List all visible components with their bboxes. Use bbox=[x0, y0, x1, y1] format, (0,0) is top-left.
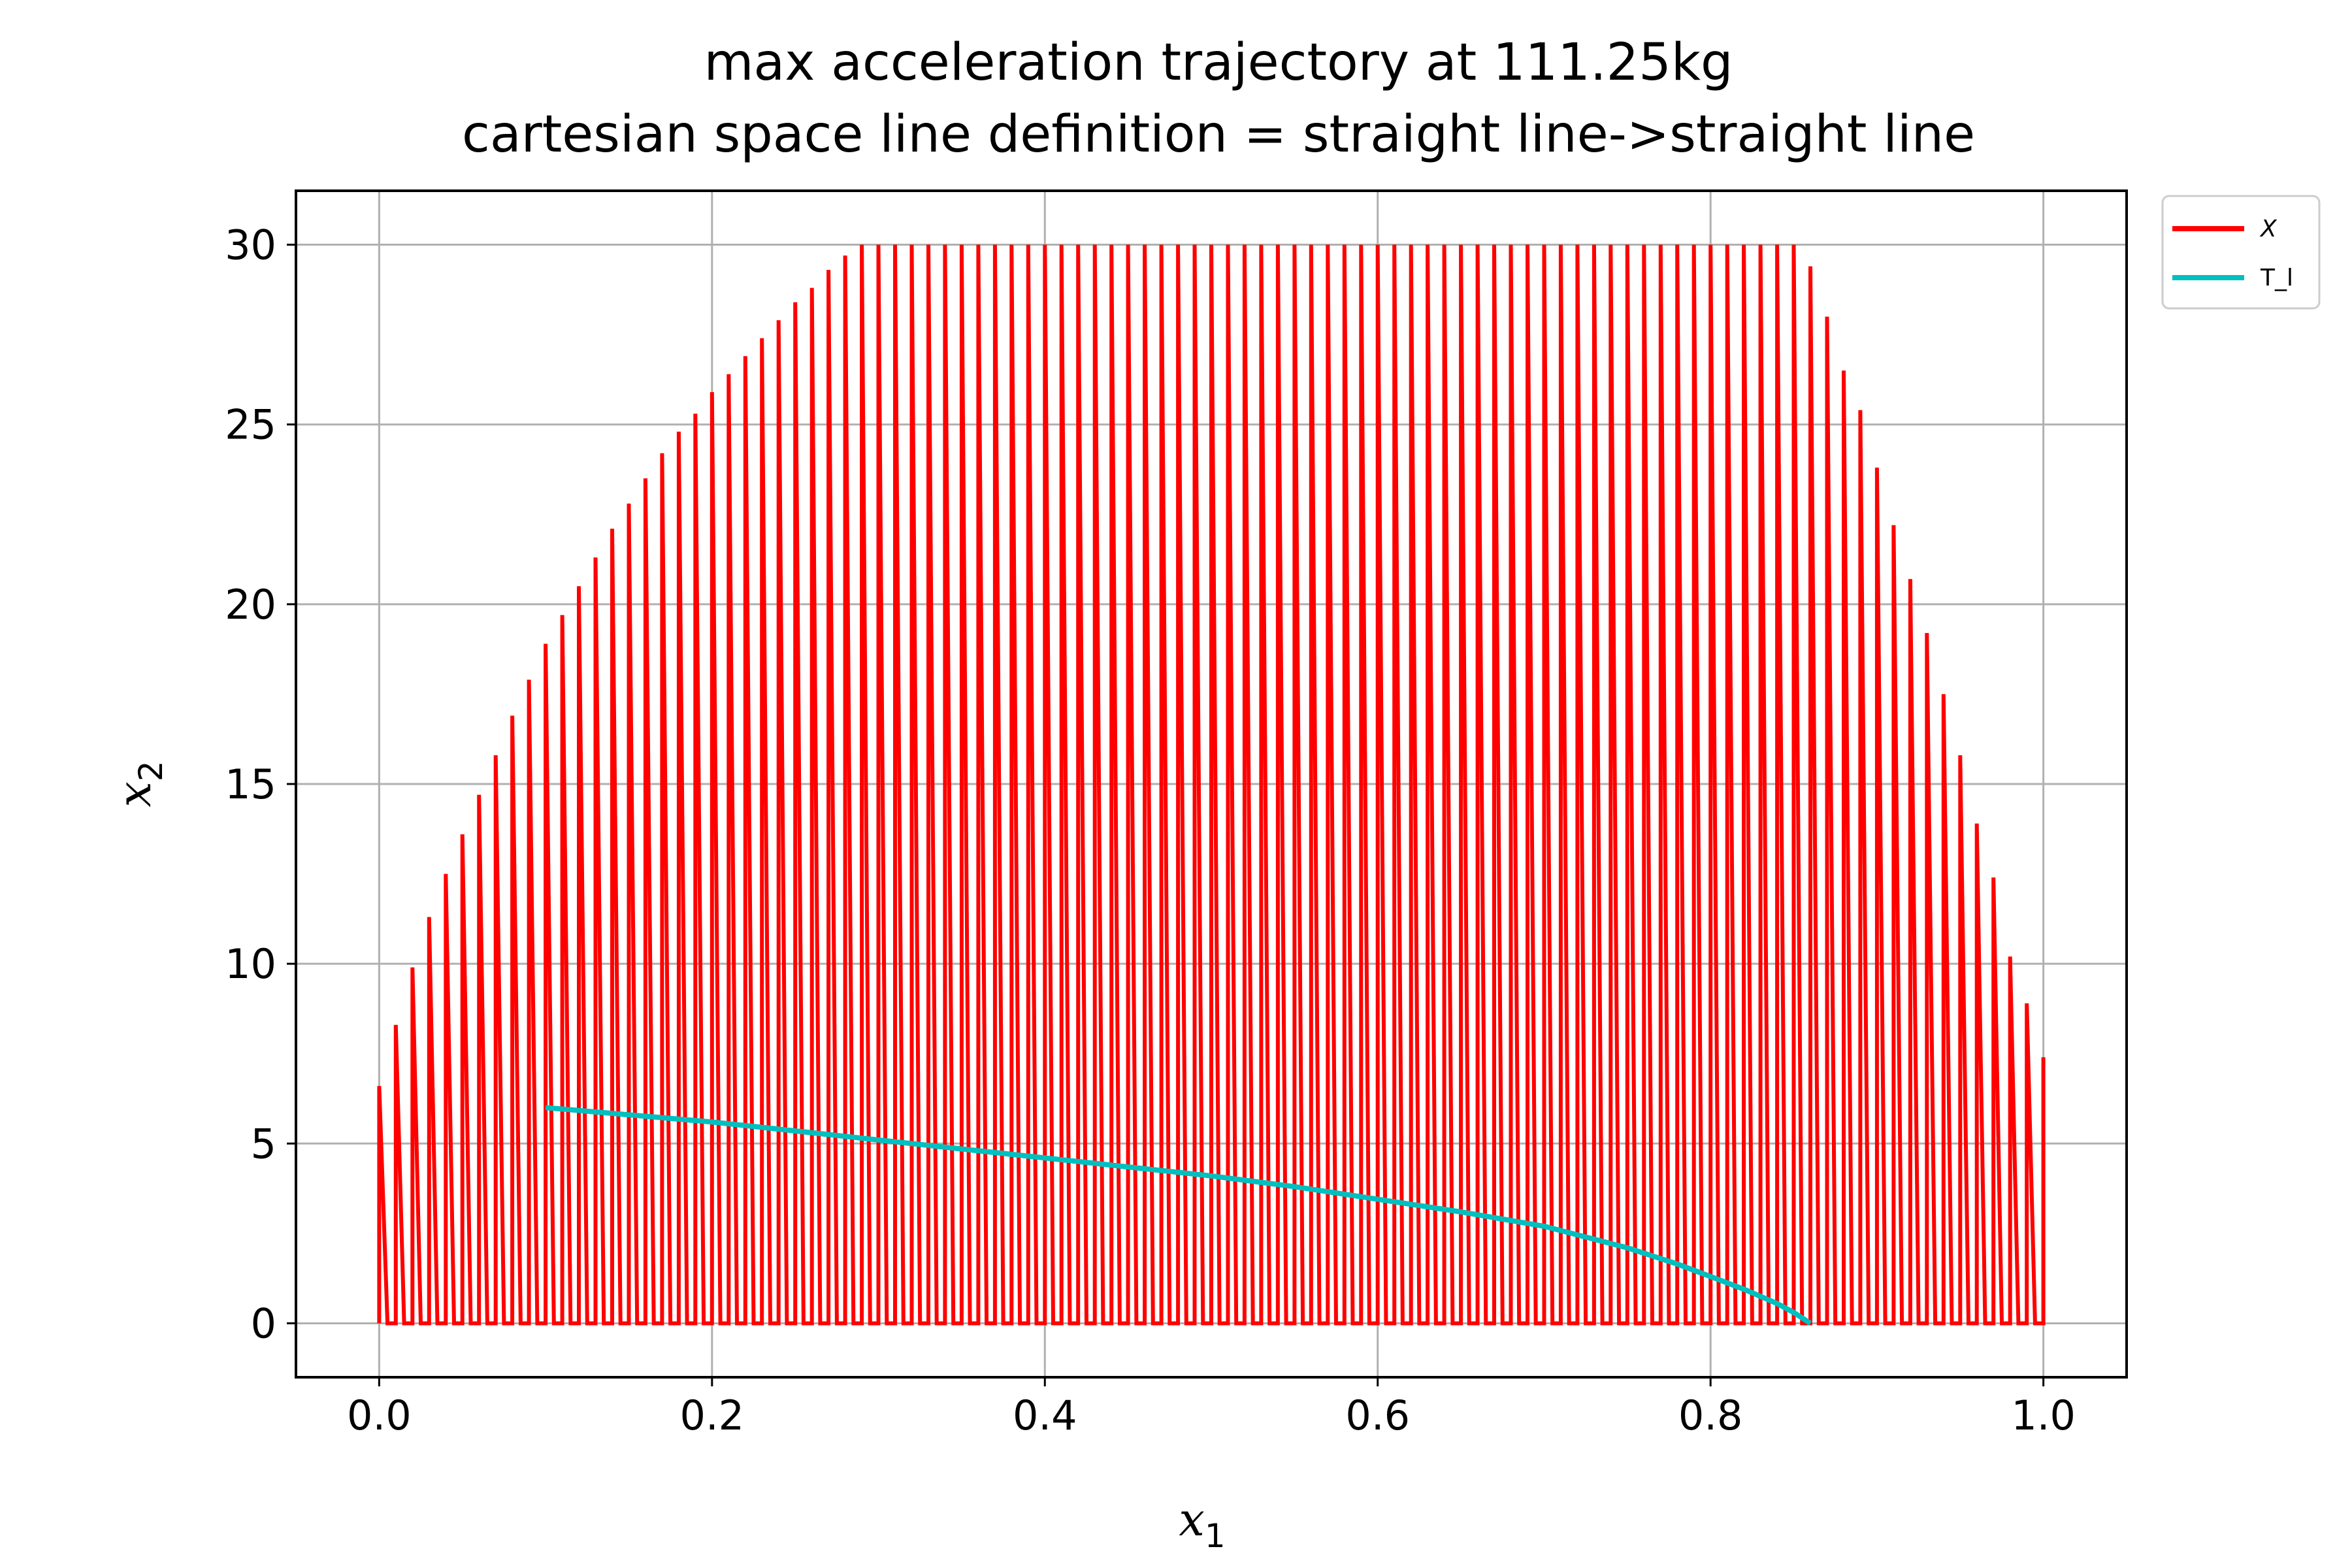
x-tick-label: 0.2 bbox=[680, 1392, 745, 1439]
x-tick-label: 1.0 bbox=[2011, 1392, 2076, 1439]
x-tick-label: 0.4 bbox=[1013, 1392, 1077, 1439]
chart-title-line1: max acceleration trajectory at 111.25kg bbox=[704, 33, 1733, 92]
plot-frame bbox=[295, 189, 2128, 1379]
series-x-line bbox=[377, 244, 2046, 1326]
x-tick-label: 0.8 bbox=[1678, 1392, 1743, 1439]
x-tick-label: 0.0 bbox=[347, 1392, 412, 1439]
y-tick-label: 5 bbox=[251, 1120, 276, 1168]
plot-series bbox=[377, 244, 2046, 1326]
y-tick-label: 20 bbox=[225, 581, 276, 629]
y-tick-label: 0 bbox=[251, 1299, 276, 1347]
y-axis-label: x2 bbox=[108, 760, 170, 807]
x-axis-label: x1 bbox=[1179, 1493, 1225, 1555]
legend-label-x: X bbox=[2259, 216, 2278, 242]
legend: X T_l bbox=[2161, 195, 2321, 310]
x-tick-label: 0.6 bbox=[1345, 1392, 1410, 1439]
series-tl-line bbox=[545, 1105, 1812, 1326]
y-tick-label: 30 bbox=[225, 221, 276, 269]
y-tick-label: 25 bbox=[225, 401, 276, 449]
y-tick-label: 10 bbox=[225, 940, 276, 988]
legend-label-tl: T_l bbox=[2260, 265, 2293, 291]
axis-ticks: 0.0 0.2 0.4 0.6 0.8 1.0 0 5 10 15 20 25 30 bbox=[225, 221, 2076, 1439]
y-tick-label: 15 bbox=[225, 760, 276, 808]
legend-box bbox=[2161, 195, 2321, 310]
chart-title-line2: cartesian space line definition = straig… bbox=[462, 105, 1975, 164]
